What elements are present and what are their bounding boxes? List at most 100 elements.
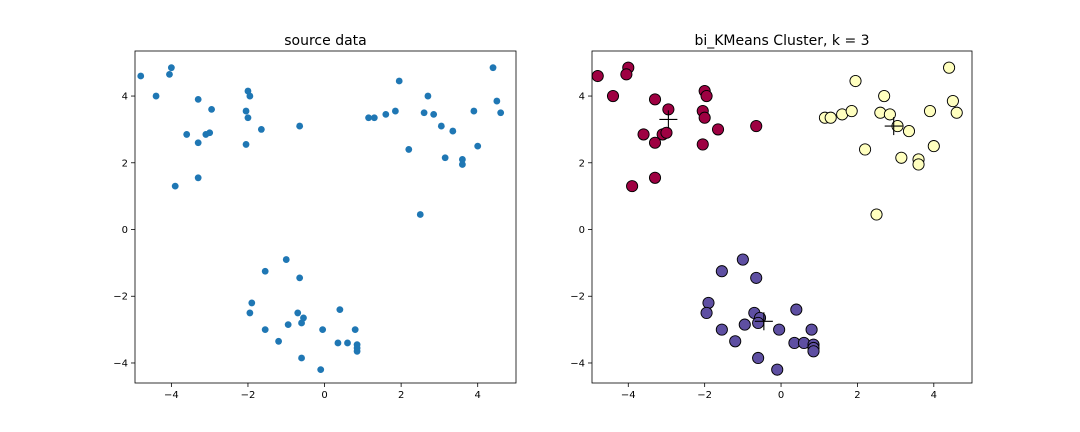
x-tick-label: 0 [321,390,327,401]
data-point [171,182,179,190]
data-point [336,306,344,313]
data-point [493,97,501,105]
cluster-1-point [711,123,725,136]
cluster-2-point [950,106,963,119]
cluster-1-point [698,111,711,124]
cluster-1-point [648,136,662,149]
data-point [334,339,342,347]
data-point [420,109,428,117]
y-tick-label: 4 [579,92,585,103]
data-point [137,72,145,80]
data-point [391,107,399,115]
cluster-3-point [773,323,786,336]
data-point [458,156,466,163]
x-tick-label: 4 [475,390,481,401]
cluster-2-point [845,105,858,118]
x-tick-label: 2 [854,390,860,401]
right-ticks: −4 −2 0 2 4 −4 −2 0 2 4 [570,92,937,401]
data-point [167,64,175,72]
left-ticks: −4 −2 0 2 4 −4 −2 0 2 4 [113,92,481,401]
y-tick-label: 4 [122,92,128,103]
cluster-1-point [620,68,633,81]
cluster-2-point [824,111,837,124]
y-tick-label: 0 [122,225,128,236]
data-point [257,126,265,133]
data-point [441,154,449,162]
data-point [194,95,202,103]
cluster-3-point [752,351,765,365]
left-axes: −4 −2 0 2 4 −4 −2 0 2 4 source data [113,33,517,401]
data-point [242,141,250,148]
x-tick-label: −2 [697,390,712,401]
y-tick-label: −4 [113,358,128,369]
data-point [261,267,269,275]
cluster-2-point [912,158,925,171]
cluster-2-point [946,95,959,108]
cluster-1-point [648,171,662,184]
data-point [430,110,438,118]
cluster-2-point [902,125,916,138]
data-point [248,299,256,307]
data-point [497,109,505,117]
data-point [282,256,290,263]
cluster-3-point [729,335,742,348]
cluster-3-point [700,306,713,319]
cluster-3-centroid-marker [754,312,773,331]
cluster-2-centroid-marker [884,117,903,136]
cluster-3-point [738,318,751,331]
data-point [424,92,432,100]
data-point [351,326,359,334]
data-point [437,122,445,130]
data-point [298,354,305,362]
cluster-2-point [895,151,908,164]
data-point [319,326,327,334]
cluster-1-point [750,120,763,133]
left-axes-frame [134,50,517,384]
data-point [449,127,457,135]
cluster-1-point [648,93,662,106]
y-tick-label: 0 [579,225,585,236]
cluster-1-point [637,128,650,141]
cluster-3-point [752,316,765,329]
data-point [344,339,351,347]
y-tick-label: −2 [113,292,128,303]
cluster-3-point [750,271,763,284]
y-tick-label: −4 [570,358,585,369]
data-point [489,64,497,72]
cluster-1-point [700,89,713,103]
data-point [246,309,254,317]
cluster-2-point [849,74,862,88]
cluster-1-centroid-marker [659,110,678,129]
right-chart-title: bi_KMeans Cluster, k = 3 [694,33,869,49]
cluster-1-point [626,180,639,193]
y-tick-label: 2 [122,158,128,169]
cluster-3-point [715,323,728,336]
data-point [166,70,173,78]
data-point [261,326,269,334]
y-tick-label: 2 [579,158,585,169]
data-point [395,77,403,85]
data-point [152,92,160,100]
right-axes-frame [591,50,973,384]
data-point [275,337,282,345]
data-point [244,114,252,122]
cluster-2-point [927,140,940,153]
data-point [246,92,254,100]
x-tick-label: −2 [241,390,256,401]
data-point [370,114,378,122]
right-axes: −4 −2 0 2 4 −4 −2 0 2 4 bi_KMeans Cluster, k = 3 [570,33,973,401]
cluster-1-point [606,89,620,103]
data-point [353,347,361,355]
data-point [365,114,372,122]
data-point [298,319,305,327]
cluster-3-point [790,303,803,316]
data-point [194,139,202,147]
data-point [294,309,302,317]
data-point [296,122,304,130]
cluster-3-point [771,363,784,376]
data-point [470,107,478,115]
x-tick-label: −4 [164,390,179,401]
data-point [317,366,325,374]
cluster-3-point [805,323,818,336]
